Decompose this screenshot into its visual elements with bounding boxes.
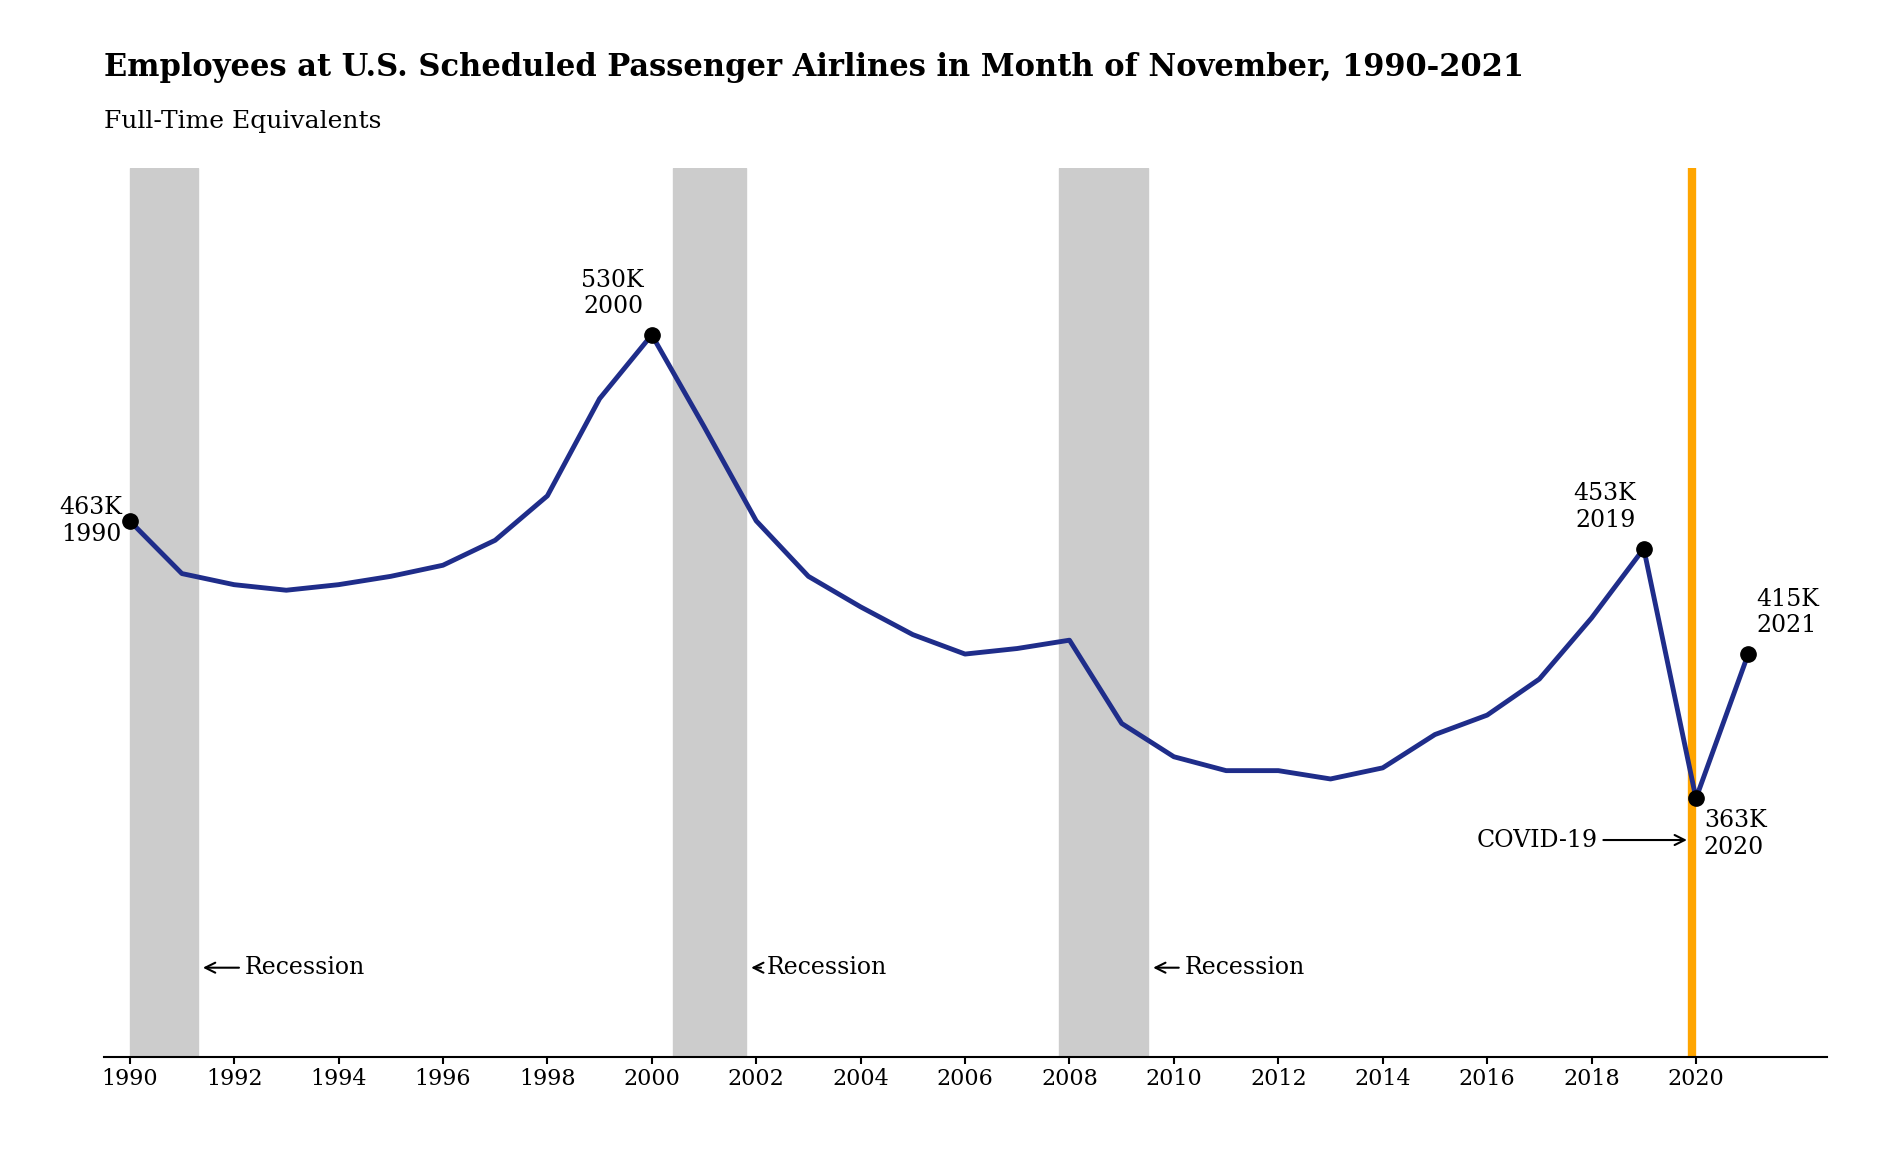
Text: COVID-19: COVID-19 (1475, 829, 1684, 851)
Bar (130, 168, 198, 1057)
Text: Employees at U.S. Scheduled Passenger Airlines in Month of November, 1990-2021: Employees at U.S. Scheduled Passenger Ai… (104, 52, 1523, 84)
Text: 415K
2021: 415K 2021 (1756, 587, 1818, 637)
Bar (672, 168, 745, 1057)
Text: Recession: Recession (205, 957, 365, 979)
Text: 453K
2019: 453K 2019 (1571, 482, 1635, 532)
Text: Full-Time Equivalents: Full-Time Equivalents (104, 110, 380, 134)
Text: Recession: Recession (1156, 957, 1304, 979)
Text: 363K
2020: 363K 2020 (1703, 809, 1765, 859)
Text: 463K
1990: 463K 1990 (58, 496, 122, 546)
Text: 530K
2000: 530K 2000 (582, 268, 644, 318)
Bar (1058, 168, 1148, 1057)
Text: Recession: Recession (753, 957, 886, 979)
